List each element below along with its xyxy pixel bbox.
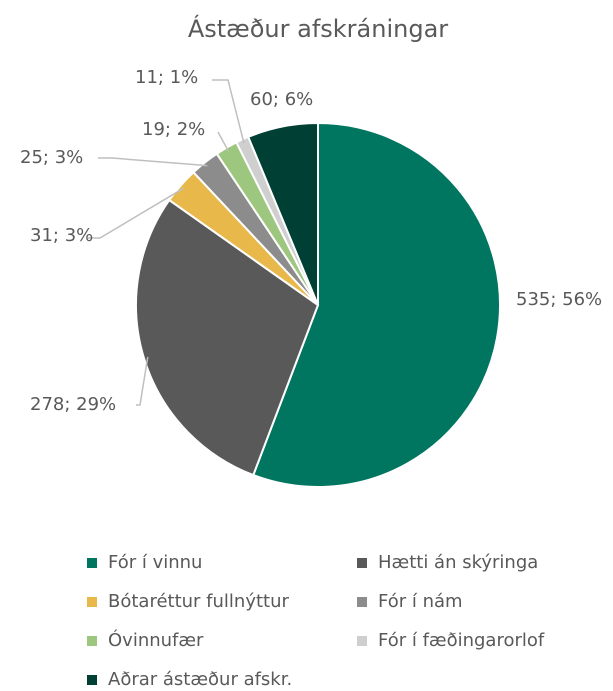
legend-swatch — [87, 558, 97, 568]
legend-label: Óvinnufær — [108, 629, 204, 651]
data-label: 60; 6% — [250, 89, 313, 110]
legend-label: Bótaréttur fullnýttur — [108, 591, 290, 612]
legend-swatch — [87, 636, 97, 646]
leader-line — [217, 131, 230, 152]
legend-swatch — [87, 597, 97, 607]
leader-line — [88, 187, 185, 239]
data-label: 25; 3% — [20, 147, 83, 168]
legend-label: Fór í fæðingarorlof — [378, 630, 545, 651]
leader-line — [212, 79, 245, 144]
data-label: 11; 1% — [135, 67, 198, 88]
data-label: 278; 29% — [30, 394, 116, 415]
pie-slice — [135, 198, 320, 477]
data-label: 535; 56% — [516, 289, 602, 310]
leader-line — [136, 356, 149, 406]
legend-label: Fór í nám — [378, 591, 463, 612]
data-label: 19; 2% — [142, 119, 205, 140]
legend-swatch — [357, 597, 367, 607]
legend-swatch — [357, 558, 367, 568]
legend-label: Hætti án skýringa — [378, 552, 538, 573]
legend-label: Aðrar ástæður afskr. — [108, 669, 292, 690]
leader-line — [98, 157, 208, 167]
data-label: 31; 3% — [30, 225, 93, 246]
legend-label: Fór í vinnu — [108, 552, 202, 573]
legend-swatch — [357, 636, 367, 646]
chart-title: Ástæður afskráningar — [188, 14, 448, 43]
legend-swatch — [87, 675, 97, 685]
pie-slice — [246, 121, 319, 306]
pie-slice — [251, 121, 501, 488]
